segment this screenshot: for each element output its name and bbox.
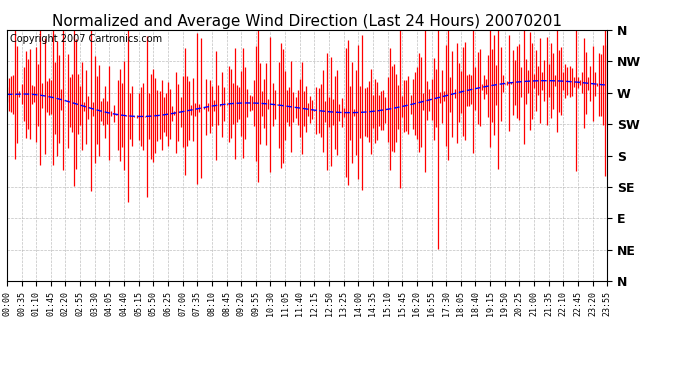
Text: Copyright 2007 Cartronics.com: Copyright 2007 Cartronics.com bbox=[10, 34, 162, 44]
Title: Normalized and Average Wind Direction (Last 24 Hours) 20070201: Normalized and Average Wind Direction (L… bbox=[52, 14, 562, 29]
